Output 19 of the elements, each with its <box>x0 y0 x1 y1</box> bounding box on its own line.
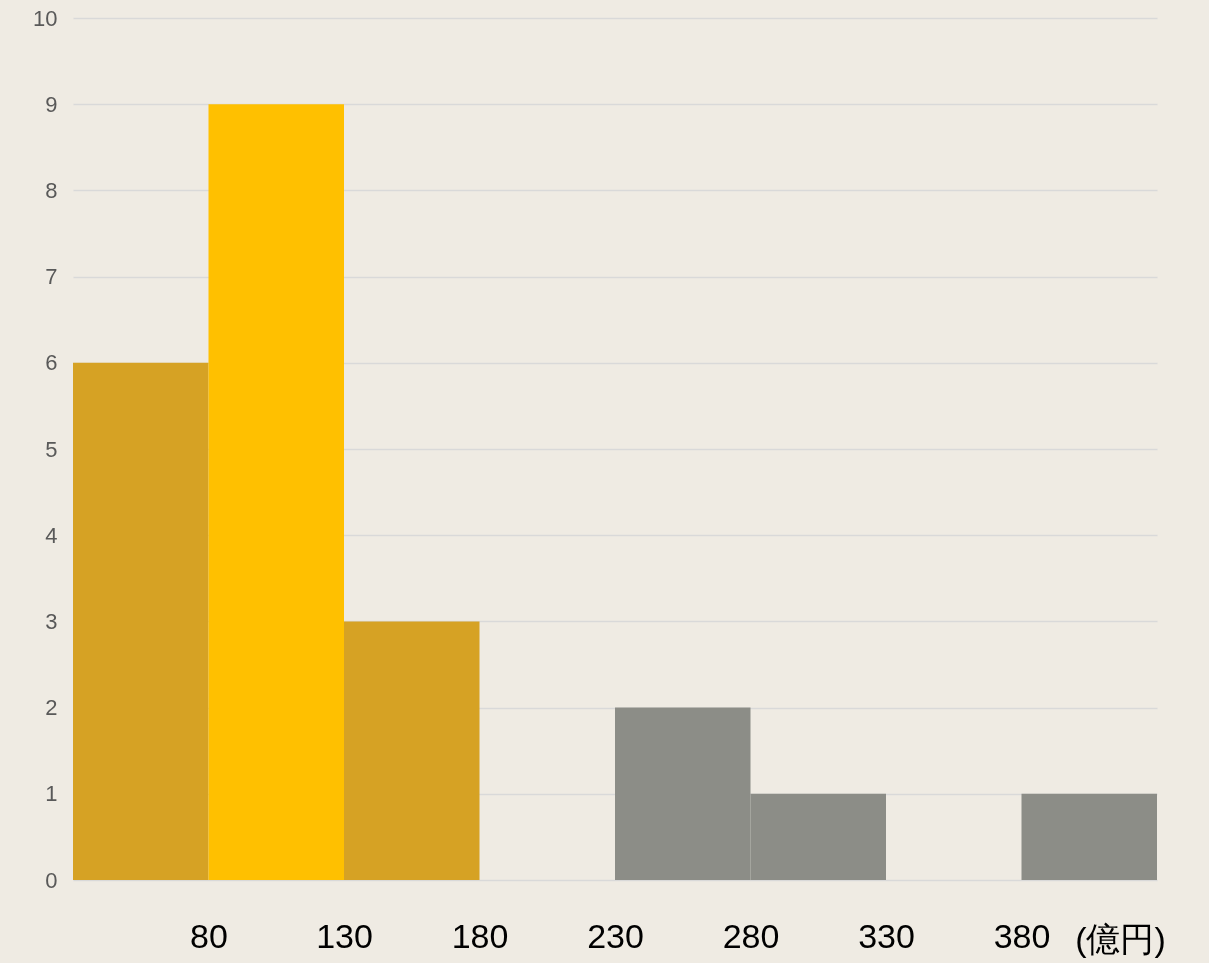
y-tick-label: 1 <box>45 781 58 807</box>
x-tick-label: 380 <box>993 916 1051 955</box>
y-tick-label: 6 <box>45 350 58 376</box>
y-tick-label: 0 <box>45 867 58 893</box>
y-tick-label: 8 <box>45 177 58 203</box>
x-tick-label: 230 <box>587 916 644 955</box>
y-tick-label: 3 <box>45 608 58 634</box>
y-tick-label: 9 <box>45 91 58 117</box>
y-tick-label: 2 <box>45 695 58 721</box>
y-tick-label: 7 <box>45 264 58 290</box>
x-tick-label: 130 <box>316 916 373 955</box>
y-tick-label: 10 <box>33 5 58 31</box>
x-axis-title: (億円) <box>1075 919 1166 958</box>
y-tick-label: 5 <box>45 436 58 462</box>
x-tick-label: 180 <box>451 916 509 955</box>
x-tick-label: 280 <box>722 916 780 955</box>
x-tick-label: 330 <box>858 916 915 955</box>
x-tick-label: 80 <box>190 916 228 955</box>
y-tick-label: 4 <box>45 522 58 548</box>
